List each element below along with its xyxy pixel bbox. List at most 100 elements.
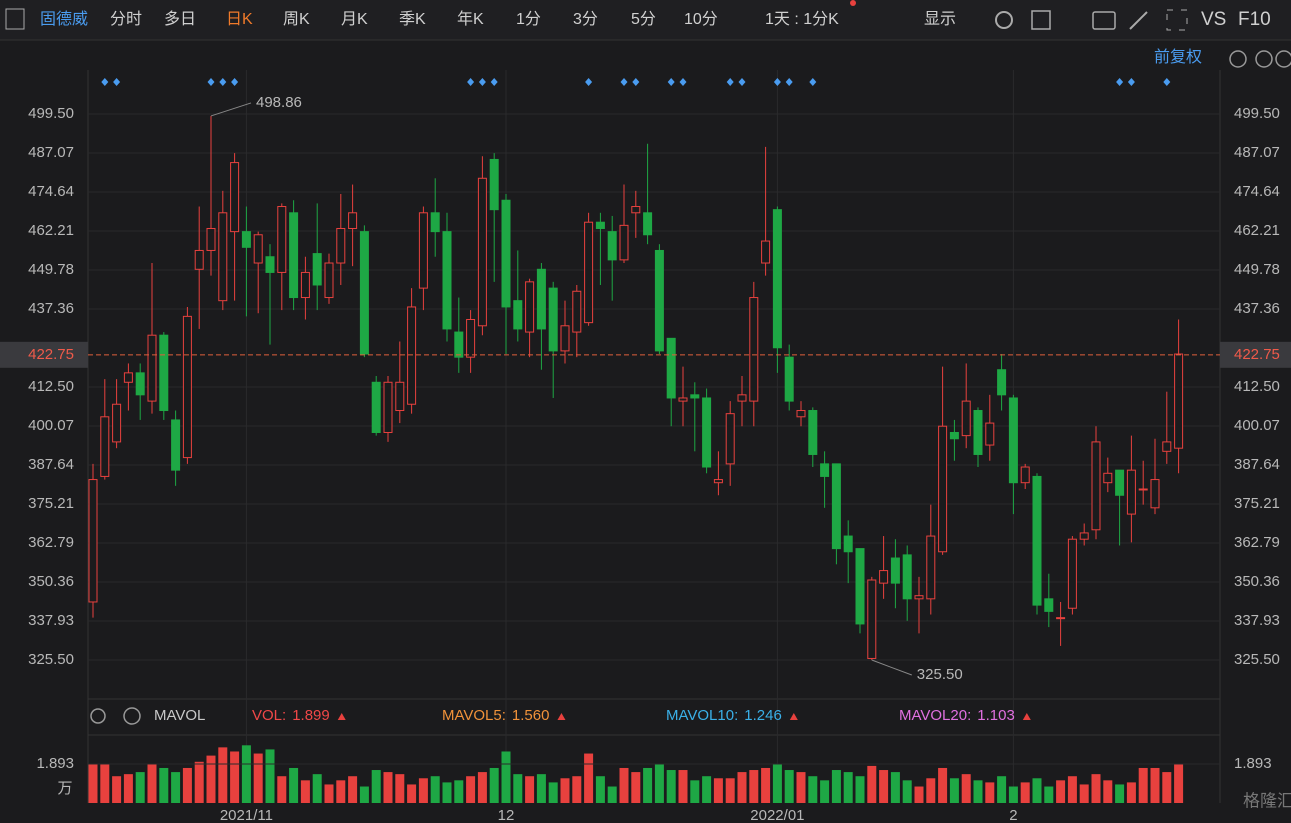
volume-bar: [890, 772, 900, 803]
display-menu[interactable]: 显示: [924, 11, 956, 28]
volume-bar: [442, 782, 452, 803]
volume-bar: [1056, 780, 1066, 803]
candle-body: [725, 413, 735, 465]
volume-bar: [112, 776, 122, 803]
zoom-in-icon[interactable]: [1275, 50, 1291, 68]
indicator-settings[interactable]: [90, 708, 106, 724]
candle-body: [135, 372, 145, 396]
candle-body: [572, 290, 582, 333]
candle-body: [772, 209, 782, 349]
volume-bar: [572, 776, 582, 803]
volume-bar: [324, 784, 334, 803]
y-tick-label: 462.21: [1234, 222, 1280, 239]
y-tick-label: 362.79: [28, 534, 74, 551]
candle-body: [1079, 532, 1089, 540]
period-tab[interactable]: 分时: [110, 10, 142, 28]
signal-marker: [773, 78, 781, 86]
candle-body: [348, 212, 358, 229]
fullscreen-icon[interactable]: [1166, 9, 1188, 31]
candle-body: [466, 319, 476, 358]
legend-value: 1.246: [744, 707, 782, 724]
volume-bar: [147, 763, 157, 803]
legend-value: 1.103: [977, 707, 1015, 724]
adjust-mode[interactable]: 前复权: [1154, 48, 1202, 66]
volume-bar: [395, 774, 405, 803]
y-tick-label: 449.78: [28, 261, 74, 278]
y-tick-label: 487.07: [1234, 144, 1280, 161]
candle-body: [713, 479, 723, 484]
period-tab[interactable]: 3分: [573, 10, 598, 28]
indicator-name[interactable]: MAVOL: [154, 707, 205, 724]
candle-body: [619, 224, 629, 261]
box-icon[interactable]: [1031, 10, 1051, 30]
candle-body: [548, 287, 558, 352]
candle-body: [737, 394, 747, 402]
toolbar: [0, 0, 1291, 40]
settings-icon[interactable]: [995, 11, 1013, 29]
volume-bar: [595, 776, 605, 803]
period-tab[interactable]: 季K: [399, 10, 426, 28]
stock-name[interactable]: 固德威: [40, 10, 88, 28]
period-tab[interactable]: 1分: [516, 10, 541, 28]
y-tick-label: 337.93: [1234, 612, 1280, 629]
volume-bar: [772, 763, 782, 803]
candle-body: [855, 548, 865, 625]
period-tab[interactable]: 周K: [283, 11, 310, 28]
volume-bar: [678, 770, 688, 803]
volume-bar: [171, 772, 181, 803]
candle-body: [985, 422, 995, 446]
volume-bar: [808, 776, 818, 803]
period-tab[interactable]: 多日: [164, 10, 196, 28]
volume-bar: [218, 747, 228, 803]
volume-bar: [135, 772, 145, 803]
candle-body: [442, 231, 452, 330]
signal-marker: [1163, 78, 1171, 86]
period-tab[interactable]: 年K: [457, 10, 484, 28]
camera-icon[interactable]: [1092, 11, 1116, 30]
y-tick-label: 325.50: [1234, 651, 1280, 668]
candle-body: [843, 535, 853, 553]
annotation-label: 325.50: [917, 666, 963, 683]
annotation-label: 498.86: [256, 94, 302, 111]
menu-icon[interactable]: [5, 8, 25, 30]
candle-body: [182, 315, 192, 459]
x-tick-label: 2022/01: [750, 807, 804, 823]
indicator-close[interactable]: [123, 707, 141, 725]
volume-tick-label: 1.893: [36, 755, 74, 772]
candle-body: [1138, 488, 1148, 491]
zoom-out-icon[interactable]: [1255, 50, 1273, 68]
candle-body: [654, 249, 664, 352]
volume-bar: [88, 763, 98, 803]
pen-icon[interactable]: [1129, 11, 1148, 30]
volume-bar: [666, 770, 676, 803]
period-tab[interactable]: 月K: [341, 11, 368, 28]
volume-bar: [713, 778, 723, 803]
signal-marker: [585, 78, 593, 86]
vs-button[interactable]: VS: [1201, 9, 1226, 30]
candle-body: [1174, 353, 1184, 449]
volume-bar: [1138, 767, 1148, 803]
volume-bar: [336, 780, 346, 803]
candle-body: [395, 381, 405, 412]
candle-body: [230, 162, 240, 233]
volume-bar: [371, 770, 381, 803]
y-tick-label: 350.36: [1234, 573, 1280, 590]
period-tab[interactable]: 日K: [226, 11, 253, 28]
reset-icon[interactable]: [1229, 50, 1247, 68]
volume-tick-label: 1.893: [1234, 755, 1272, 772]
candle-body: [831, 463, 841, 550]
volume-bar: [997, 776, 1007, 803]
legend-arrow: [1022, 713, 1031, 720]
f10-button[interactable]: F10: [1238, 9, 1271, 30]
period-tab[interactable]: 10分: [684, 10, 718, 28]
annotation-leader: [210, 102, 252, 117]
volume-bar: [477, 772, 487, 803]
period-tab[interactable]: 5分: [631, 10, 656, 28]
period-select[interactable]: 1天 : 1分K: [765, 10, 839, 28]
candle-body: [961, 400, 971, 437]
candle-body: [820, 463, 830, 477]
candle-body: [1020, 466, 1030, 484]
signal-marker: [207, 78, 215, 86]
x-tick-label: 2: [1009, 807, 1017, 823]
candle-body: [926, 535, 936, 600]
